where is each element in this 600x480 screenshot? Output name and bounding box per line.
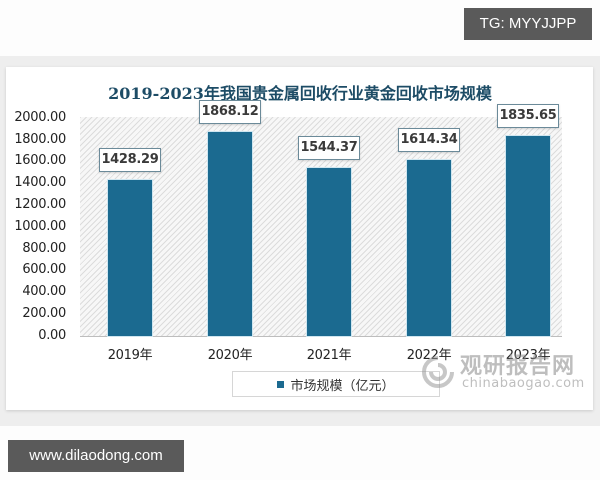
x-tick: 2019年	[107, 348, 153, 363]
x-axis-line	[80, 336, 562, 337]
site-badge: www.dilaodong.com	[8, 440, 184, 472]
bar-2021	[307, 168, 351, 336]
y-tick: 0.00	[38, 328, 66, 343]
y-tick: 1400.00	[14, 175, 66, 190]
x-tick: 2020年	[207, 348, 253, 363]
y-tick: 400.00	[22, 284, 66, 299]
data-label-2019: 1428.29	[99, 148, 161, 172]
tg-badge: TG: MYYJJPP	[464, 8, 592, 40]
x-tick: 2021年	[306, 348, 352, 363]
x-tick: 2022年	[406, 348, 452, 363]
data-label-2021: 1544.37	[298, 136, 360, 160]
data-label-2020: 1868.12	[199, 100, 261, 124]
chart-title: 2019-2023年我国贵金属回收行业黄金回收市场规模	[108, 84, 492, 103]
data-label-2022: 1614.34	[398, 128, 460, 152]
y-tick: 600.00	[22, 262, 66, 277]
y-tick: 200.00	[22, 306, 66, 321]
bar-2023	[506, 136, 550, 336]
y-tick: 1800.00	[14, 132, 66, 147]
y-tick: 1000.00	[14, 219, 66, 234]
legend-label: 市场规模（亿元）	[290, 378, 395, 394]
y-tick: 800.00	[22, 241, 66, 256]
chart-legend: 市场规模（亿元）	[232, 371, 440, 397]
x-tick: 2023年	[505, 348, 551, 363]
legend-swatch	[277, 380, 285, 388]
y-tick: 1200.00	[14, 197, 66, 212]
data-label-2023: 1835.65	[497, 104, 559, 128]
bar-2022	[407, 160, 451, 336]
y-tick: 1600.00	[14, 153, 66, 168]
bar-2019	[108, 180, 152, 336]
y-tick: 2000.00	[14, 110, 66, 125]
bar-2020	[208, 132, 252, 336]
